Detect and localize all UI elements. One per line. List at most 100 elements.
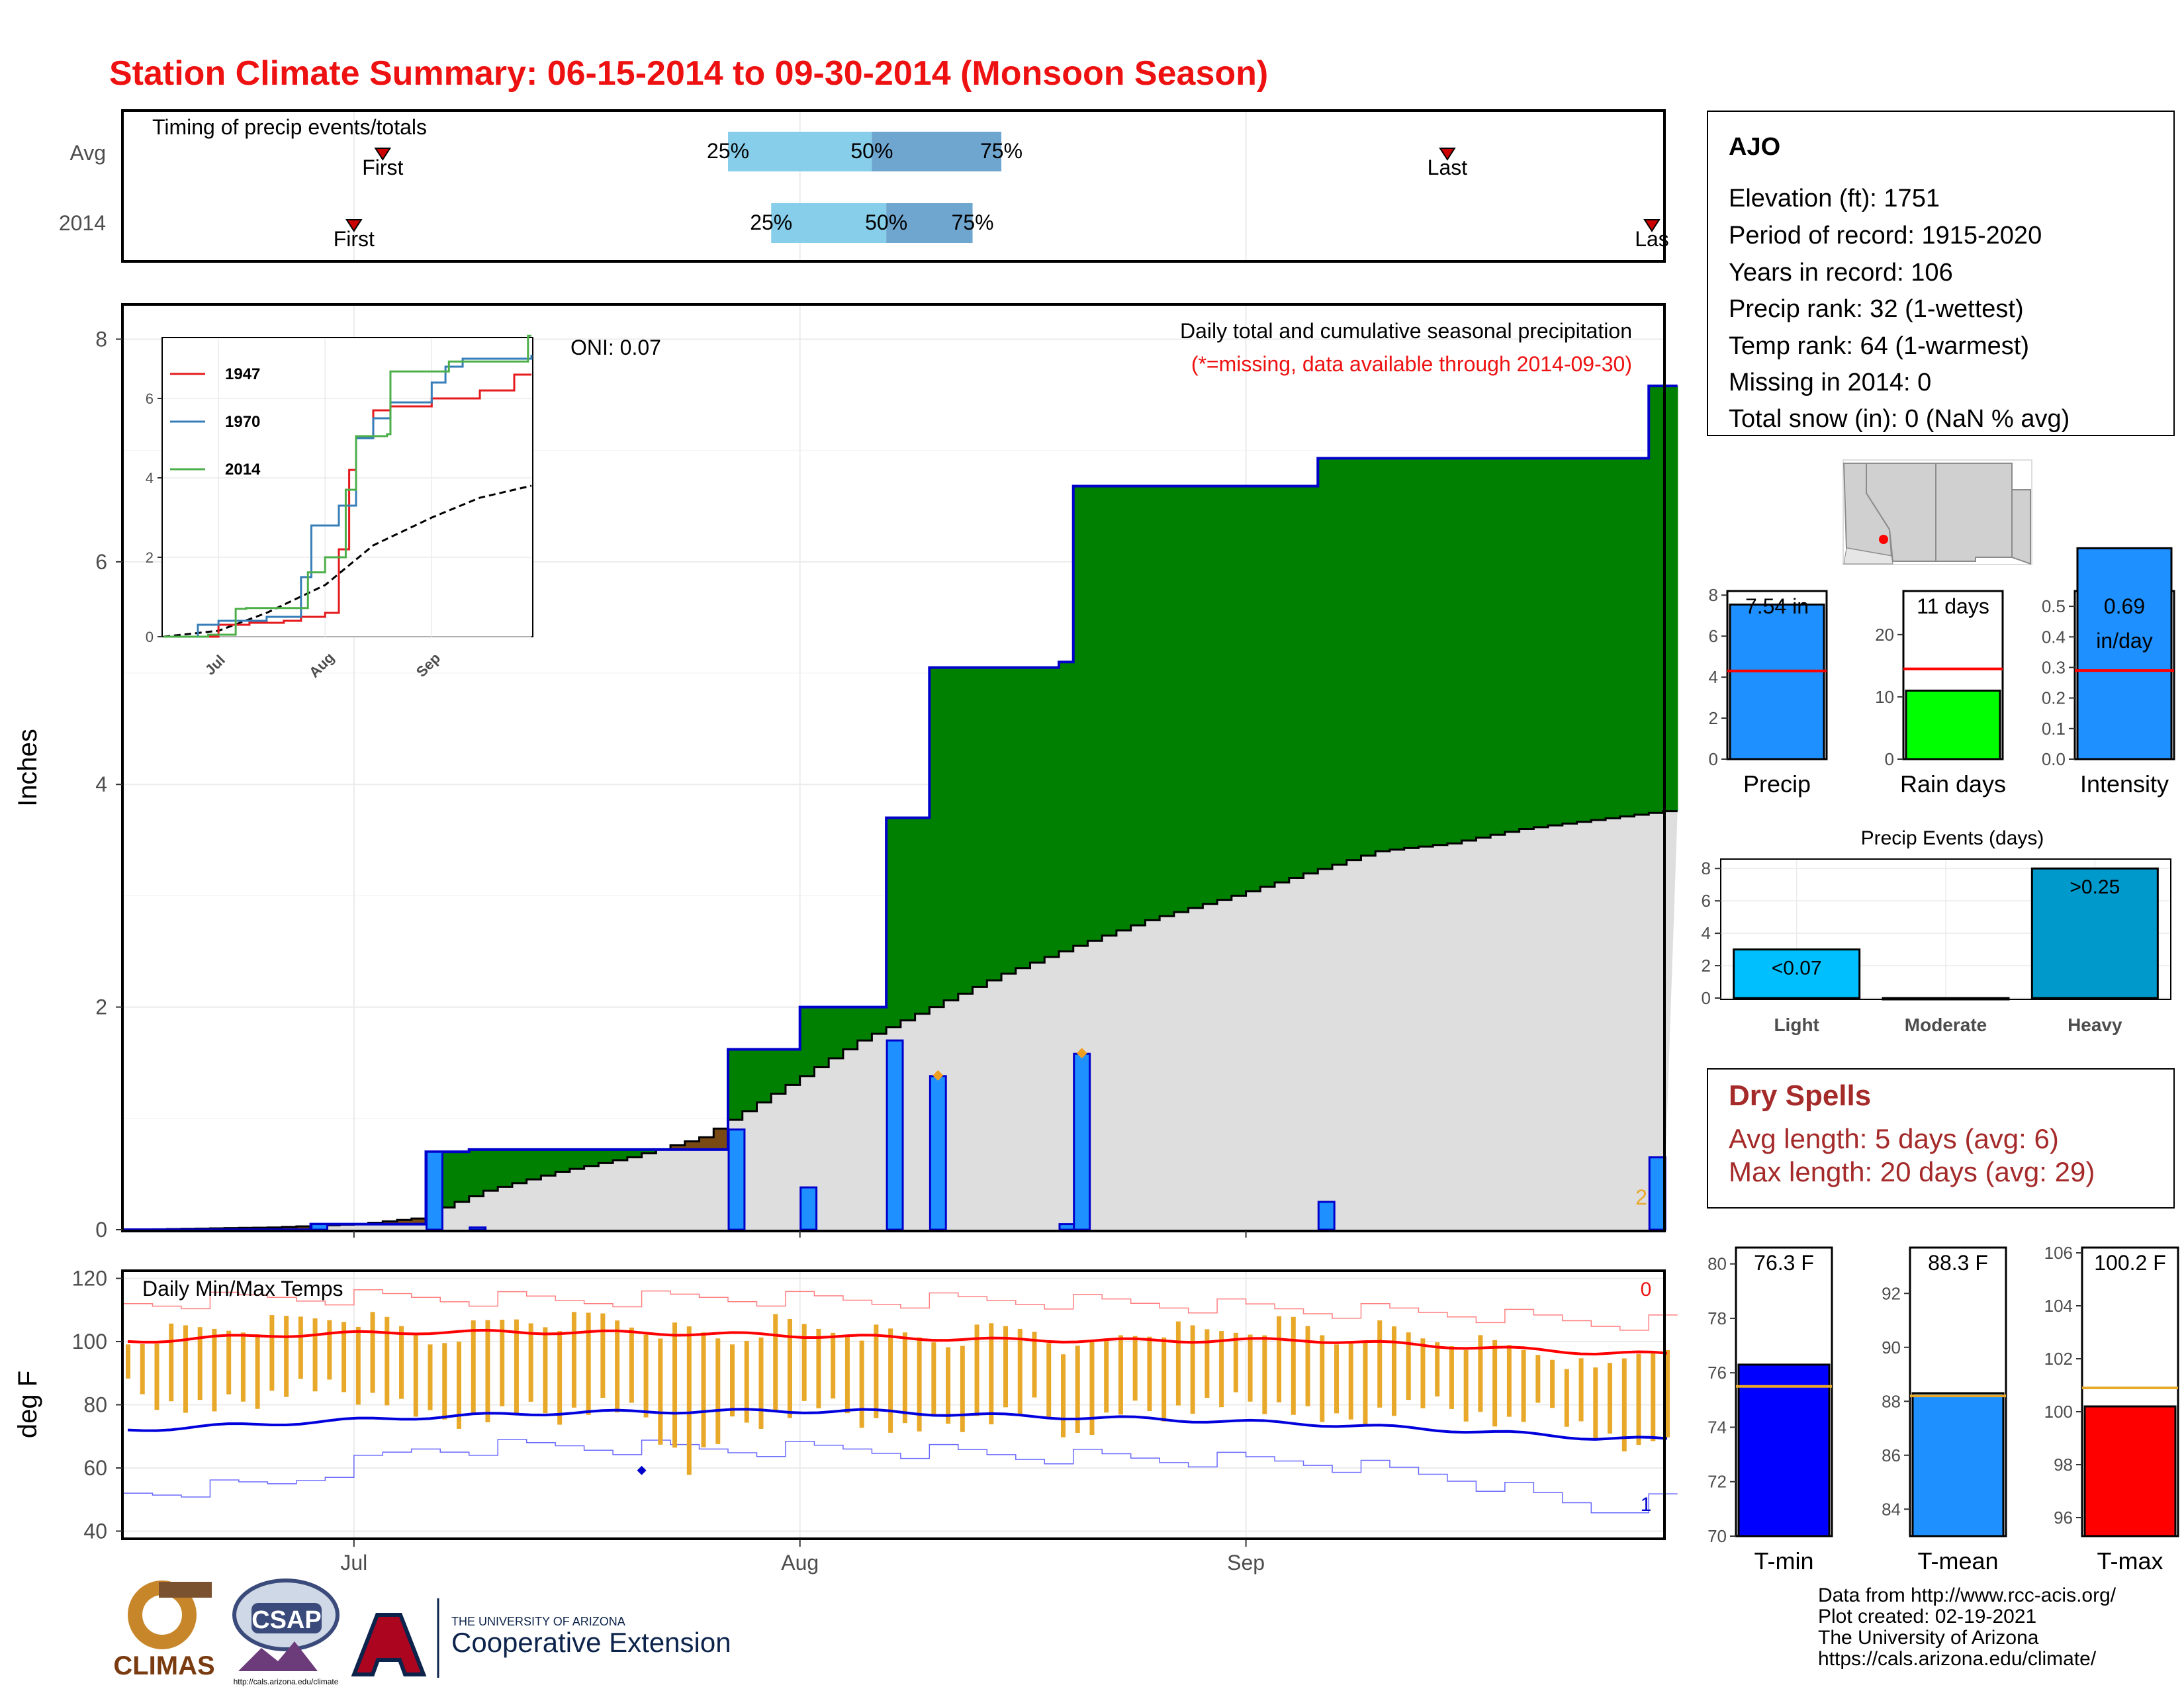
precip-surplus-fill [527, 1150, 541, 1179]
precip-deficit-fill [713, 1128, 728, 1150]
temp-daily-range-bar [1219, 1331, 1224, 1407]
timing-label-2014-25: 25% [750, 210, 792, 234]
precip-surplus-fill [1361, 458, 1375, 855]
temp-daily-range-bar [1334, 1344, 1339, 1413]
summary-y-tick-label: 0.2 [2042, 688, 2066, 708]
temp-daily-range-bar [1205, 1329, 1209, 1398]
precip-surplus-fill [1462, 458, 1477, 841]
precip-surplus-fill [1030, 668, 1045, 963]
precip-chart-subtitle: (*=missing, data available through 2014-… [1191, 352, 1632, 376]
temp-daily-range-bar [298, 1316, 303, 1379]
precip-surplus-fill [1620, 458, 1635, 816]
precip-daily-bar [470, 1228, 486, 1230]
precip-daily-bar [801, 1187, 817, 1230]
precip-surplus-fill [1577, 458, 1592, 821]
temp-daily-range-bar [543, 1327, 547, 1413]
temp-daily-range-bar [1133, 1336, 1138, 1401]
precip-deficit-fill [700, 1137, 714, 1150]
temp-daily-range-bar [385, 1317, 389, 1406]
precip-surplus-fill [728, 1050, 743, 1120]
temp-bottom-count: 1 [1641, 1494, 1652, 1516]
inset-y-tick-label: 6 [146, 390, 154, 407]
temp-daily-range-bar [788, 1319, 792, 1418]
station-name: AJO [1729, 133, 1780, 161]
temp-daily-range-bar [1377, 1320, 1382, 1408]
temp-daily-range-bar [241, 1332, 246, 1401]
temp-daily-range-bar [860, 1341, 864, 1428]
credit-line-created: Plot created: 02-19-2021 [1818, 1606, 2036, 1627]
credit-line-university: The University of Arizona [1818, 1627, 2039, 1649]
precip-events-title: Precip Events (days) [1861, 827, 2044, 849]
temp-daily-range-bar [471, 1320, 476, 1414]
temp-daily-range-bar [1492, 1340, 1497, 1426]
precip-surplus-fill [1145, 486, 1160, 920]
temp-daily-range-bar [600, 1314, 605, 1398]
temp-daily-range-bar [399, 1326, 404, 1399]
precip-surplus-fill [1246, 486, 1261, 891]
dry-spells-title: Dry Spells [1729, 1079, 1871, 1112]
ua-small-name: THE UNIVERSITY OF ARIZONA [451, 1615, 625, 1628]
inset-y-tick-label: 2 [146, 549, 154, 566]
temp-daily-range-bar [1550, 1360, 1555, 1408]
temp-daily-range-bar [255, 1334, 260, 1409]
events-y-tick-label: 8 [1702, 858, 1711, 878]
climas-wordmark: CLIMAS [113, 1651, 214, 1680]
tempbar-y-tick-label: 80 [1707, 1254, 1727, 1274]
summary-y-tick-label: 8 [1709, 585, 1718, 605]
temp-daily-range-bar [615, 1320, 619, 1412]
temp-daily-range-bar [485, 1320, 490, 1422]
csap-logo: CSAP http://cals.arizona.edu/climate [234, 1580, 339, 1686]
tempbar-y-tick-label: 84 [1882, 1499, 1901, 1519]
temp-y-tick-label: 80 [83, 1393, 107, 1417]
temp-daily-range-bar [1535, 1355, 1540, 1402]
precip-y-tick-label: 2 [95, 995, 107, 1019]
timing-label-2014-75: 75% [952, 210, 994, 234]
precip-surplus-fill [1189, 486, 1203, 907]
summary-value-label: 7.54 in [1745, 594, 1809, 618]
temp-daily-range-bar [284, 1316, 289, 1397]
temp-daily-range-bar [514, 1320, 519, 1415]
precip-surplus-fill [1289, 486, 1304, 878]
precip-end-count: 2 [1635, 1185, 1647, 1209]
precip-surplus-fill [1375, 458, 1390, 851]
station-info-box: AJO Elevation (ft): 1751 Period of recor… [1707, 111, 2174, 435]
temp-y-axis-label: deg F [13, 1371, 42, 1438]
precip-surplus-fill [1404, 458, 1419, 848]
temp-daily-range-bar [500, 1320, 504, 1406]
precip-surplus-fill [1174, 486, 1189, 912]
precip-surplus-fill [498, 1150, 512, 1187]
temp-daily-range-bar [1248, 1335, 1253, 1402]
climas-emblem-center [142, 1595, 182, 1635]
precip-surplus-fill [1131, 486, 1146, 925]
temp-daily-range-bar [169, 1324, 173, 1401]
tempbar-y-tick-label: 88 [1882, 1391, 1901, 1411]
temp-daily-range-bar [572, 1312, 576, 1407]
month-x-tick-label: Jul [340, 1551, 367, 1575]
temp-daily-range-bar [644, 1335, 649, 1418]
temp-daily-range-bar [1420, 1338, 1425, 1408]
temp-daily-range-bar [773, 1314, 778, 1410]
tempbar-y-tick-label: 86 [1882, 1445, 1901, 1465]
precip-surplus-fill [1347, 458, 1361, 860]
timing-label-2014-50: 50% [865, 210, 907, 234]
temp-daily-range-bar [1608, 1363, 1612, 1434]
precip-surplus-fill [973, 668, 987, 987]
ua-logo: THE UNIVERSITY OF ARIZONA Cooperative Ex… [354, 1598, 731, 1678]
summary-value-label: 11 days [1917, 594, 1989, 618]
events-y-tick-label: 0 [1702, 988, 1711, 1008]
dry-spells-max: Max length: 20 days (avg: 29) [1729, 1156, 2095, 1187]
precip-surplus-fill [1001, 668, 1016, 974]
summary-y-tick-label: 0 [1885, 749, 1894, 769]
events-y-tick-label: 4 [1702, 923, 1711, 943]
temp-daily-range-bar [1161, 1338, 1166, 1422]
station-line-missing: Missing in 2014: 0 [1729, 369, 1931, 396]
precip-surplus-fill [1476, 458, 1490, 837]
